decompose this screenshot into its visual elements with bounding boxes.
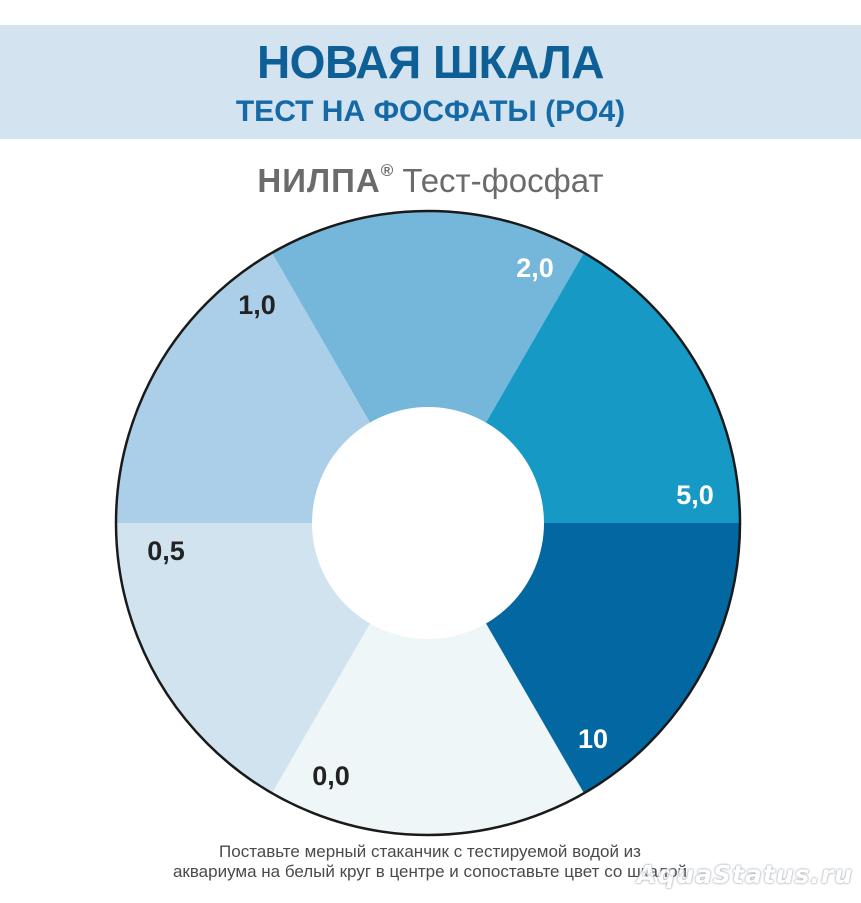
instructions-line-2: аквариума на белый круг в центре и сопос… [172,862,688,881]
scale-outline [114,209,742,837]
watermark-logo: AquaStatus.ru [637,860,853,889]
scale-segment-0-0 [272,523,584,835]
product-name: Тест-фосфат [402,162,604,199]
brand-line: НИЛПА® Тест-фосфат [0,161,861,200]
page-subtitle: ТЕСТ НА ФОСФАТЫ (PO4) [235,95,626,128]
header-banner: НОВАЯ ШКАЛА ТЕСТ НА ФОСФАТЫ (PO4) [0,25,861,139]
scale-label-0-0: 0,0 [312,761,350,791]
scale-label-10: 10 [578,724,608,754]
brand-name: НИЛПА [257,162,381,199]
instructions-line-1: Поставьте мерный стаканчик с тестируемой… [219,842,641,861]
center-white-circle [312,407,544,639]
page-title: НОВАЯ ШКАЛА [256,36,605,88]
scale-label-2-0: 2,0 [516,253,554,283]
instructions: Поставьте мерный стаканчик с тестируемой… [130,842,730,882]
scale-segment-2-0 [272,210,584,523]
registered-mark: ® [380,161,394,180]
scale-label-1-0: 1,0 [238,290,276,320]
scale-label-0-5: 0,5 [147,536,185,566]
scale-label-5-0: 5,0 [676,480,714,510]
